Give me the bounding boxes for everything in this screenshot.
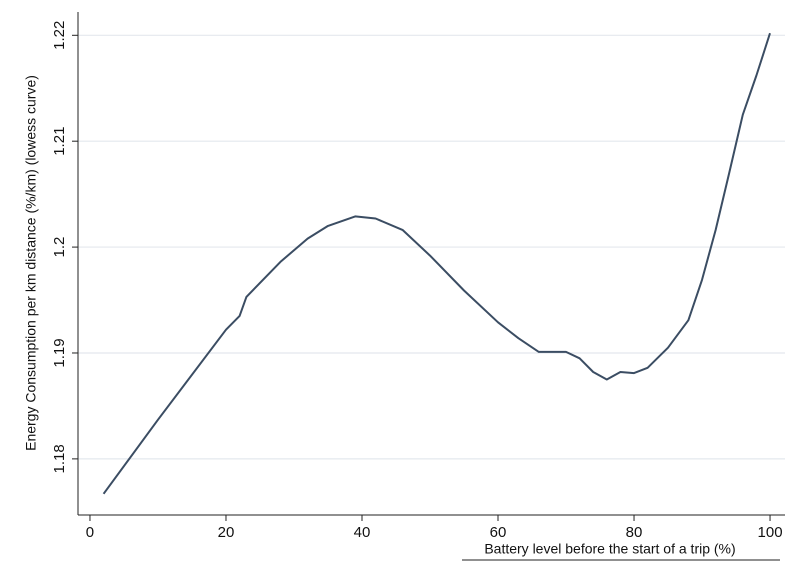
x-tick-label: 20: [218, 524, 235, 541]
x-axis-label: Battery level before the start of a trip…: [484, 541, 735, 557]
line: [102, 32, 771, 495]
x-tick-label: 40: [354, 524, 371, 541]
y-axis-label: Energy Consumption per km distance (%/km…: [23, 75, 39, 451]
y-tick-label: 1.19: [51, 338, 68, 367]
y-tick-label: 1.22: [51, 21, 68, 50]
x-tick-label: 60: [490, 524, 507, 541]
x-tick-label: 80: [626, 524, 643, 541]
x-tick-label: 0: [86, 524, 94, 541]
y-tick-label: 1.18: [51, 444, 68, 473]
y-tick-label: 1.21: [51, 127, 68, 156]
y-tick-label: 1.2: [51, 237, 68, 258]
x-tick-label: 100: [758, 524, 783, 541]
